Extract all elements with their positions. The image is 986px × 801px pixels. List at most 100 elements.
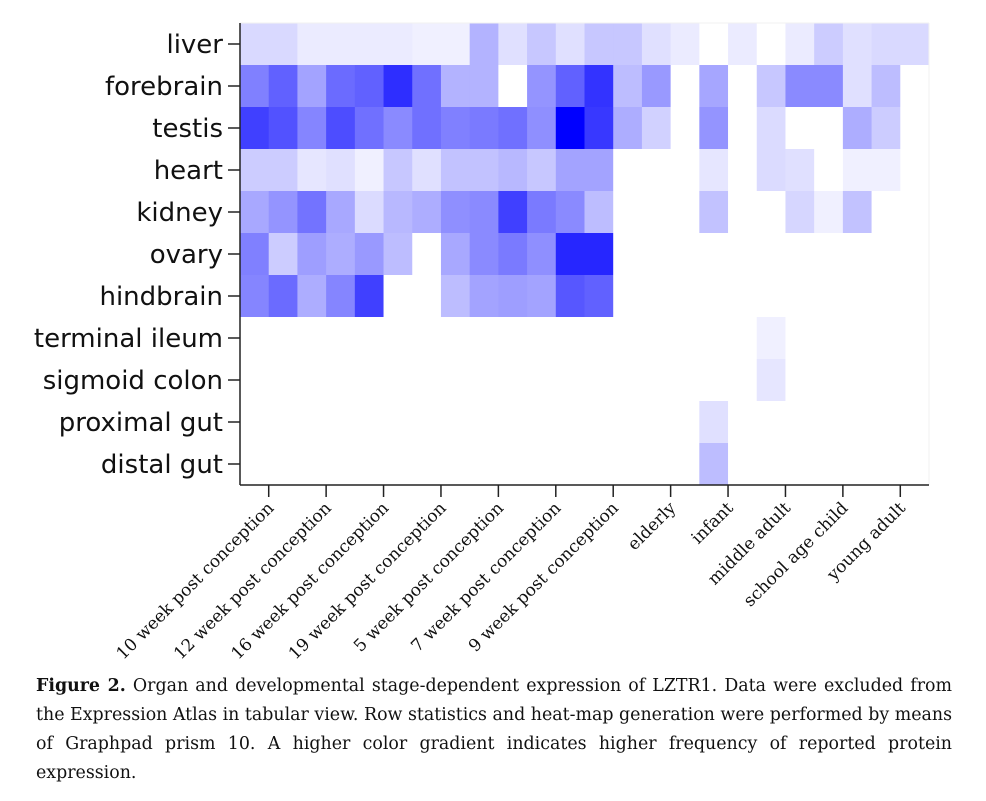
heatmap-cell	[326, 65, 356, 108]
heatmap-cell	[670, 65, 700, 108]
heatmap-cell	[326, 443, 356, 486]
heatmap-cell	[728, 233, 758, 276]
heatmap-cell	[240, 275, 270, 318]
heatmap-cell	[297, 149, 327, 192]
heatmap-cell	[555, 317, 585, 360]
column-label: elderly	[624, 498, 681, 555]
heatmap-cell	[498, 401, 528, 444]
heatmap-cell	[814, 65, 844, 108]
heatmap-cell	[871, 233, 901, 276]
heatmap-cell	[842, 65, 872, 108]
heatmap-cell	[469, 65, 499, 108]
heatmap-cell	[412, 275, 442, 318]
heatmap-cell	[842, 23, 872, 66]
heatmap-cell	[354, 317, 384, 360]
heatmap-cell	[527, 359, 557, 402]
figure-caption: Figure 2. Organ and developmental stage-…	[36, 672, 952, 788]
heatmap-cell	[268, 149, 298, 192]
row-label: liver	[166, 30, 223, 60]
heatmap-cell	[297, 107, 327, 150]
heatmap-cell	[240, 443, 270, 486]
heatmap-cell	[268, 107, 298, 150]
heatmap-cell	[297, 317, 327, 360]
heatmap-cell	[785, 443, 815, 486]
heatmap-cell	[326, 149, 356, 192]
heatmap-cell	[498, 149, 528, 192]
heatmap-cell	[699, 275, 729, 318]
heatmap-cells	[240, 23, 930, 486]
heatmap-cell	[785, 65, 815, 108]
heatmap-cell	[354, 65, 384, 108]
heatmap-cell	[728, 23, 758, 66]
heatmap-cell	[354, 401, 384, 444]
heatmap-cell	[871, 191, 901, 234]
heatmap-cell	[842, 359, 872, 402]
heatmap-cell	[814, 107, 844, 150]
heatmap-cell	[440, 191, 471, 234]
heatmap-cell	[412, 317, 442, 360]
heatmap-cell	[440, 443, 471, 486]
heatmap-cell	[469, 401, 499, 444]
heatmap-cell	[670, 149, 700, 192]
heatmap-cell	[842, 191, 872, 234]
heatmap-cell	[240, 23, 270, 66]
heatmap-cell	[756, 401, 786, 444]
heatmap-cell	[613, 65, 643, 108]
heatmap-cell	[584, 65, 614, 108]
heatmap-cell	[469, 23, 499, 66]
heatmap-cell	[440, 149, 471, 192]
heatmap-cell	[440, 233, 471, 276]
heatmap-cell	[383, 233, 413, 276]
heatmap-cell	[814, 401, 844, 444]
heatmap-cell	[555, 23, 585, 66]
heatmap-cell	[440, 23, 471, 66]
heatmap-cell	[240, 317, 270, 360]
heatmap-cell	[756, 149, 786, 192]
heatmap-cell	[842, 275, 872, 318]
heatmap-cell	[412, 191, 442, 234]
heatmap-cell	[900, 23, 930, 66]
heatmap-cell	[641, 149, 672, 192]
heatmap-cell	[412, 107, 442, 150]
heatmap-cell	[785, 23, 815, 66]
heatmap-cell	[842, 149, 872, 192]
heatmap-cell	[842, 443, 872, 486]
heatmap-cell	[785, 107, 815, 150]
heatmap-cell	[871, 359, 901, 402]
heatmap-cell	[785, 401, 815, 444]
heatmap-cell	[268, 443, 298, 486]
column-label: infant	[688, 498, 738, 548]
heatmap-cell	[670, 191, 700, 234]
heatmap-cell	[412, 443, 442, 486]
heatmap-cell	[785, 191, 815, 234]
heatmap-cell	[498, 317, 528, 360]
heatmap-cell	[699, 233, 729, 276]
heatmap-cell	[871, 401, 901, 444]
heatmap-cell	[842, 233, 872, 276]
heatmap-cell	[728, 359, 758, 402]
heatmap-cell	[297, 401, 327, 444]
heatmap-cell	[383, 275, 413, 318]
heatmap-cell	[871, 107, 901, 150]
heatmap-cell	[699, 191, 729, 234]
heatmap-cell	[297, 65, 327, 108]
heatmap-cell	[900, 233, 930, 276]
heatmap-cell	[555, 65, 585, 108]
heatmap-cell	[326, 23, 356, 66]
heatmap-cell	[728, 317, 758, 360]
heatmap-cell	[383, 107, 413, 150]
heatmap-cell	[469, 443, 499, 486]
heatmap-cell	[240, 149, 270, 192]
heatmap-cell	[842, 317, 872, 360]
heatmap-cell	[584, 359, 614, 402]
heatmap-cell	[699, 23, 729, 66]
heatmap-cell	[613, 359, 643, 402]
heatmap-cell	[527, 23, 557, 66]
heatmap-cell	[613, 317, 643, 360]
heatmap-cell	[728, 275, 758, 318]
heatmap-cell	[354, 149, 384, 192]
heatmap-cell	[584, 275, 614, 318]
heatmap-cell	[555, 401, 585, 444]
